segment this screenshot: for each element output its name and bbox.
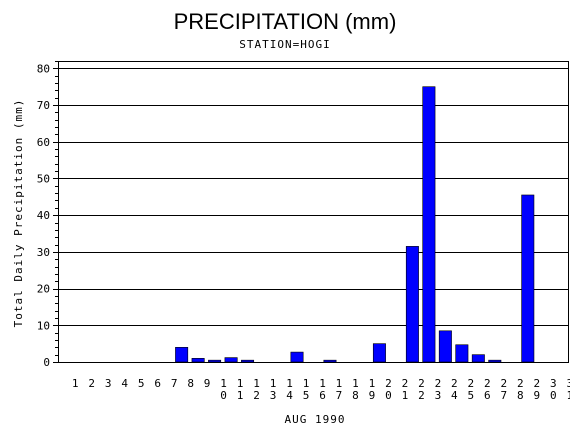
x-axis-label: AUG 1990 (285, 413, 346, 426)
y-tick-label: 0 (43, 356, 50, 369)
y-tick-label: 30 (37, 246, 50, 259)
bar (224, 357, 238, 363)
bar (372, 343, 386, 363)
bar (521, 194, 535, 363)
plot-frame (58, 61, 569, 363)
y-tick-labels: 0 10 20 30 40 50 60 70 80 (37, 62, 50, 369)
bar (191, 358, 205, 363)
x-tick-label: 7 (171, 377, 178, 390)
y-tick-label: 40 (37, 209, 50, 222)
bar (405, 246, 419, 363)
y-tick-label: 10 (37, 319, 50, 332)
y-tick-label: 20 (37, 283, 50, 296)
x-tick-label: 4 (121, 377, 128, 390)
bar-series (175, 86, 535, 363)
x-tick-label: 6 (154, 377, 161, 390)
x-tick-label: 1 (72, 377, 79, 390)
bar (488, 359, 502, 363)
bar (422, 86, 436, 363)
bar (471, 354, 485, 363)
y-tick-label: 60 (37, 136, 50, 149)
x-tick-label: 5 (138, 377, 145, 390)
bar (438, 330, 452, 363)
chart-subtitle: STATION=HOGI (239, 38, 330, 51)
bar (241, 359, 255, 363)
bar (455, 344, 469, 363)
bar (175, 347, 189, 363)
y-tick-label: 50 (37, 172, 50, 185)
x-tick-label: 3 (105, 377, 112, 390)
chart-title: PRECIPITATION (mm) (174, 9, 397, 34)
x-tick-labels: 1 2 3 4 5 6 7 8 9 1 01 11 21 31 41 51 61 71 81 92 02 12 22 32 42… (72, 377, 570, 402)
bar (323, 359, 337, 363)
bar (290, 351, 304, 363)
x-tick-label: 8 (187, 377, 194, 390)
y-tick-label: 80 (37, 62, 50, 75)
axes (53, 61, 569, 363)
grid-lines (58, 68, 569, 326)
x-tick-label: 9 (204, 377, 211, 390)
x-tick-label: 2 (88, 377, 95, 390)
y-axis-label: Total Daily Precipitation (mm) (12, 99, 25, 328)
bar (208, 359, 222, 363)
y-tick-label: 70 (37, 99, 50, 112)
